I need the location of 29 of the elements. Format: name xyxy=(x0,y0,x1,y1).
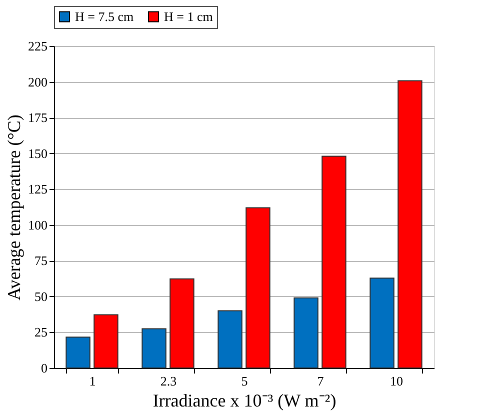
y-tick-label: 25 xyxy=(34,324,48,340)
y-axis-title: Average temperature (°C) xyxy=(4,114,24,300)
bar xyxy=(170,278,194,368)
x-axis-title: Irradiance x 10⁻³ (W m⁻²) xyxy=(152,390,336,410)
y-tick-label: 50 xyxy=(34,288,48,304)
bar xyxy=(66,336,90,368)
y-tick-label: 175 xyxy=(28,110,48,126)
y-tick-label: 100 xyxy=(28,217,48,232)
y-tick-label: 200 xyxy=(28,74,48,90)
bar xyxy=(246,207,270,368)
x-tick-label: 10 xyxy=(390,374,403,388)
y-tick-label: 150 xyxy=(28,146,48,161)
bar xyxy=(294,297,318,368)
legend-label: H = 7.5 cm xyxy=(75,8,134,24)
x-tick-label: 1 xyxy=(89,374,96,388)
bar xyxy=(398,80,422,368)
bar xyxy=(142,328,166,368)
bar xyxy=(370,278,394,368)
y-tick-label: 125 xyxy=(28,182,48,197)
y-tick-label: 75 xyxy=(34,253,48,268)
y-tick-label: 0 xyxy=(41,360,48,376)
y-tick-label: 225 xyxy=(28,38,48,54)
x-tick-label: 7 xyxy=(317,374,324,388)
legend-label: H = 1 cm xyxy=(164,8,213,24)
bar xyxy=(322,156,346,368)
x-tick-label: 2.3 xyxy=(160,374,177,388)
bar xyxy=(218,310,242,368)
bar xyxy=(94,314,118,368)
x-tick-label: 5 xyxy=(241,374,248,388)
